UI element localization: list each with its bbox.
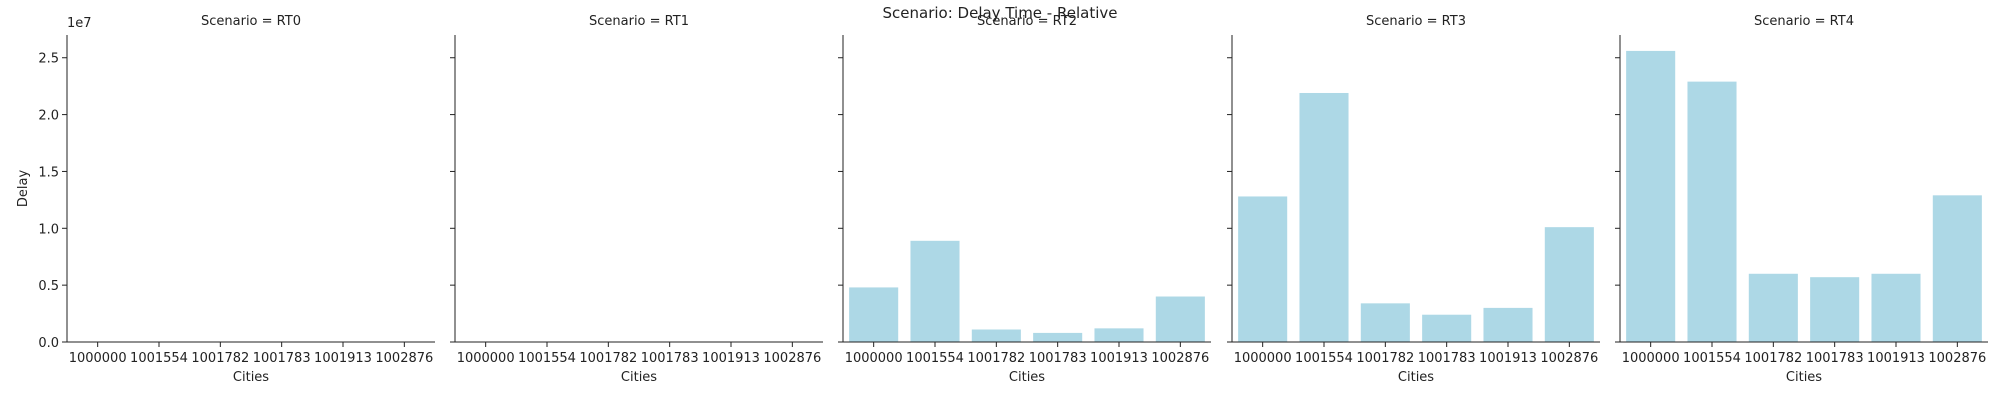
- x-tick-label: 1002876: [1928, 351, 1986, 366]
- y-axis-offset: 1e7: [67, 16, 92, 31]
- facet-panel-2: Scenario = RT2 1000000 1001554 1001782 10017…: [838, 14, 1211, 385]
- panel-title: Scenario = RT3: [1366, 14, 1466, 29]
- bar: [1748, 273, 1798, 342]
- panel-title: Scenario = RT2: [977, 14, 1077, 29]
- x-tick-label: 1001782: [1744, 351, 1802, 366]
- x-tick-label: 1001783: [1029, 351, 1087, 366]
- bar: [1626, 50, 1676, 342]
- x-tick-label: 1002876: [1151, 351, 1209, 366]
- x-tick-label: 1001782: [967, 351, 1025, 366]
- x-tick-label: 1001913: [1867, 351, 1925, 366]
- x-tick-label: 1001782: [191, 351, 249, 366]
- x-tick-label: 1001913: [1479, 351, 1537, 366]
- x-tick-label: 1001783: [641, 351, 699, 366]
- bar: [1094, 328, 1144, 342]
- panel-title: Scenario = RT1: [589, 14, 689, 29]
- y-axis-label: Delay: [16, 170, 31, 208]
- figure-suptitle: Scenario: Delay Time - Relative: [882, 4, 1118, 22]
- y-tick-label: 1.5: [38, 165, 59, 180]
- facet-panel-4: Scenario = RT4 1000000 1001554 1001782 10017…: [1615, 14, 1988, 385]
- x-tick-label: 1001913: [702, 351, 760, 366]
- y-tick-label: 2.5: [38, 52, 59, 67]
- x-tick-label: 1001783: [1418, 351, 1476, 366]
- y-tick-label: 0.0: [38, 336, 59, 351]
- bar: [1483, 307, 1533, 342]
- x-tick-label: 1001782: [579, 351, 637, 366]
- x-tick-label: 1000000: [69, 351, 127, 366]
- bar: [849, 287, 899, 342]
- x-tick-label: 1001782: [1356, 351, 1414, 366]
- bar: [1810, 277, 1860, 342]
- x-tick-label: 1000000: [845, 351, 903, 366]
- x-tick-label: 1000000: [1234, 351, 1292, 366]
- bar: [1360, 303, 1410, 342]
- x-tick-label: 1002876: [763, 351, 821, 366]
- bar: [1033, 332, 1083, 342]
- y-tick-label: 2.0: [38, 109, 59, 124]
- bar: [1238, 196, 1288, 342]
- bar: [1687, 81, 1737, 342]
- x-axis-label: Cities: [1009, 370, 1045, 385]
- x-tick-label: 1001913: [1090, 351, 1148, 366]
- x-axis-label: Cities: [1786, 370, 1822, 385]
- panel-title: Scenario = RT4: [1754, 14, 1854, 29]
- x-tick-label: 1001783: [1806, 351, 1864, 366]
- x-tick-label: 1001554: [1295, 351, 1353, 366]
- facet-panel-1: Scenario = RT1 1000000 1001554 1001782 10017…: [450, 14, 823, 385]
- bar: [1932, 195, 1982, 342]
- bar: [1422, 314, 1472, 342]
- x-tick-label: 1000000: [457, 351, 515, 366]
- x-tick-label: 1000000: [1622, 351, 1680, 366]
- bar: [1871, 273, 1921, 342]
- panel-title: Scenario = RT0: [201, 14, 301, 29]
- x-axis-label: Cities: [1398, 370, 1434, 385]
- bar: [971, 329, 1021, 342]
- x-tick-label: 1001554: [130, 351, 188, 366]
- x-tick-label: 1001913: [314, 351, 372, 366]
- bar: [1155, 296, 1205, 342]
- facet-panel-3: Scenario = RT3 1000000 1001554 1001782 10017…: [1227, 14, 1600, 385]
- x-axis-label: Cities: [233, 370, 269, 385]
- x-tick-label: 1001554: [906, 351, 964, 366]
- x-tick-label: 1002876: [375, 351, 433, 366]
- bar: [910, 240, 960, 342]
- bar: [1544, 227, 1594, 342]
- x-tick-label: 1002876: [1540, 351, 1598, 366]
- x-tick-label: 1001554: [518, 351, 576, 366]
- y-tick-label: 0.5: [38, 279, 59, 294]
- x-tick-label: 1001783: [253, 351, 311, 366]
- x-axis-label: Cities: [621, 370, 657, 385]
- y-tick-label: 1.0: [38, 222, 59, 237]
- bar: [1299, 92, 1349, 342]
- x-tick-label: 1001554: [1683, 351, 1741, 366]
